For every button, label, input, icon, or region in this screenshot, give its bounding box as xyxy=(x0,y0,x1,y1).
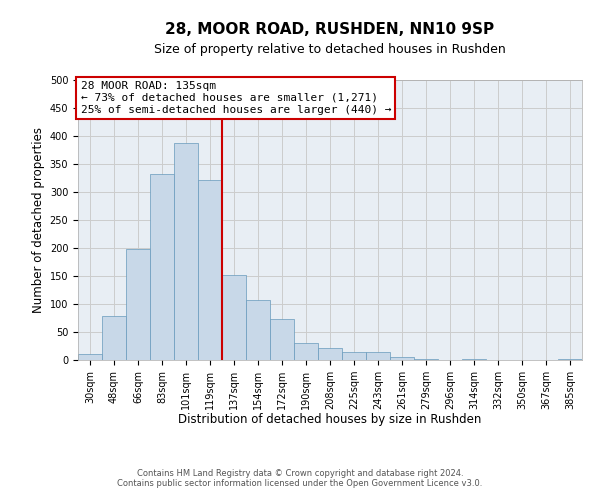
Bar xyxy=(366,352,390,360)
Text: 28 MOOR ROAD: 135sqm
← 73% of detached houses are smaller (1,271)
25% of semi-de: 28 MOOR ROAD: 135sqm ← 73% of detached h… xyxy=(80,82,391,114)
Text: Size of property relative to detached houses in Rushden: Size of property relative to detached ho… xyxy=(154,42,506,56)
Bar xyxy=(126,249,150,360)
Text: 28, MOOR ROAD, RUSHDEN, NN10 9SP: 28, MOOR ROAD, RUSHDEN, NN10 9SP xyxy=(166,22,494,38)
Bar xyxy=(78,354,102,360)
Bar xyxy=(246,300,270,360)
X-axis label: Distribution of detached houses by size in Rushden: Distribution of detached houses by size … xyxy=(178,414,482,426)
Bar xyxy=(294,343,318,360)
Text: Contains public sector information licensed under the Open Government Licence v3: Contains public sector information licen… xyxy=(118,478,482,488)
Text: Contains HM Land Registry data © Crown copyright and database right 2024.: Contains HM Land Registry data © Crown c… xyxy=(137,468,463,477)
Bar xyxy=(342,352,366,360)
Bar xyxy=(198,180,222,360)
Bar xyxy=(102,316,126,360)
Bar xyxy=(318,348,342,360)
Bar xyxy=(150,174,174,360)
Bar xyxy=(270,319,294,360)
Y-axis label: Number of detached properties: Number of detached properties xyxy=(32,127,46,313)
Bar xyxy=(222,275,246,360)
Bar xyxy=(462,359,486,360)
Bar xyxy=(174,142,198,360)
Bar xyxy=(390,356,414,360)
